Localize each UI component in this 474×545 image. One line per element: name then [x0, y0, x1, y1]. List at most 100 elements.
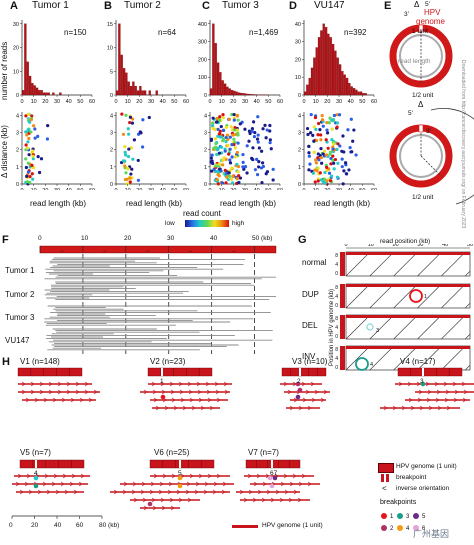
scatter-point — [312, 150, 316, 154]
scatter-point — [132, 138, 137, 142]
hist-bar — [237, 92, 241, 96]
scatter-point — [124, 171, 128, 175]
h-read-arrow — [171, 473, 176, 479]
scatter-point — [211, 126, 215, 131]
scatter-x-tick-label: 20 — [42, 188, 48, 190]
scatter-plots: 010203040506001234 010203040506001234 01… — [16, 112, 377, 190]
scatter-point — [221, 116, 225, 120]
v6-bp-num: 5 — [178, 470, 182, 477]
hist-bar — [212, 23, 215, 96]
h-read-arrow — [256, 473, 261, 479]
legend-bp-dot — [381, 513, 387, 519]
h-read-arrow — [142, 497, 147, 503]
scatter-point — [256, 133, 260, 137]
h-read-arrow — [153, 397, 158, 403]
h-read-arrow — [310, 381, 315, 387]
hist-bar — [24, 23, 27, 96]
h-read-arrow — [463, 389, 468, 395]
hist-x-tick-label: 50 — [77, 99, 83, 105]
hist-bar — [33, 85, 36, 96]
scatter-y-tick-label: 3 — [204, 131, 207, 137]
h-breakpoint-dot — [33, 475, 39, 481]
g-top-strip — [346, 346, 470, 349]
hist-bar — [127, 81, 130, 96]
h-read-arrow — [17, 473, 22, 479]
scatter-point — [37, 170, 42, 175]
scatter-point — [223, 149, 227, 153]
h-read-arrow — [66, 389, 71, 395]
scatter-point — [217, 132, 221, 136]
hist-bar — [40, 90, 43, 96]
hist-bar — [26, 61, 29, 96]
scatter-point — [124, 113, 128, 117]
hist-bar — [313, 57, 316, 96]
h-read-arrow — [61, 397, 66, 403]
g-y-tick-label: 4 — [335, 294, 338, 300]
h-read-arrow — [30, 389, 35, 395]
h-read-arrow — [153, 473, 158, 479]
g-row-dup: DUP — [302, 290, 319, 299]
h-read-arrow — [132, 481, 137, 487]
h-read-arrow — [293, 489, 298, 495]
scatter-point — [248, 131, 252, 136]
scatter-point — [214, 141, 218, 146]
h-read-arrow — [307, 405, 312, 411]
scatter-point — [141, 145, 145, 149]
scatter-point — [307, 144, 311, 148]
h-read-arrow — [198, 473, 203, 479]
legend-hpv-bottom: HPV genome (1 unit) — [262, 522, 323, 529]
h-read-arrow — [69, 481, 74, 487]
scatter-point — [26, 112, 31, 116]
h-read-arrow — [73, 489, 78, 495]
scatter-point — [349, 117, 353, 121]
h-breakpoint-dot — [177, 483, 183, 489]
scatter-point — [268, 129, 272, 133]
hist-bar — [115, 90, 119, 96]
hist-x-tick-label: 10 — [125, 99, 131, 105]
h-read-arrow — [62, 473, 67, 479]
g-dup-marker-label: 1 — [424, 294, 427, 300]
h-read-arrow — [149, 489, 154, 495]
h-read-arrow — [200, 405, 205, 411]
scatter-point — [256, 115, 260, 119]
scatter-point — [307, 168, 311, 172]
hist-bar — [122, 68, 126, 96]
scatter-point — [30, 114, 34, 118]
h-read-arrow — [43, 397, 48, 403]
legend-hpv-swatch — [378, 463, 394, 473]
g-diagonal — [393, 314, 418, 340]
h-read-arrow — [80, 473, 85, 479]
scatter-point — [260, 180, 264, 185]
scatter-x-tick-label: 10 — [313, 188, 319, 190]
variant-v4: V4 (n=17) — [400, 357, 436, 366]
scatter-point — [344, 172, 349, 176]
h-read-arrow — [427, 389, 432, 395]
g-top-tick-label: 0 — [344, 244, 347, 248]
legend-bp-label: 1 — [390, 514, 394, 520]
scatter-point — [319, 133, 323, 137]
scatter-point — [308, 131, 313, 135]
scatter-point — [352, 128, 356, 132]
h-read-arrow — [216, 473, 221, 479]
h-read-arrow — [320, 397, 325, 403]
scatter-point — [209, 138, 213, 143]
h-read-arrow — [298, 481, 303, 487]
hist-x-tick-label: 30 — [148, 99, 154, 105]
scatter-point — [342, 169, 346, 173]
scatter-point — [255, 157, 259, 162]
scatter-point — [228, 147, 232, 151]
scatter-point — [238, 176, 243, 180]
g-top-tick-label: 30 — [417, 244, 423, 248]
h-read-arrow — [221, 489, 226, 495]
scatter-x-tick-label: 20 — [324, 188, 330, 190]
scatter-point — [255, 137, 260, 141]
f-tick-10: 10 — [81, 235, 89, 242]
g-diagonal — [441, 314, 466, 340]
scatter-point — [331, 147, 335, 151]
tumor2-title: Tumor 2 — [124, 0, 161, 11]
legend-hpv-unit: HPV genome (1 unit) — [396, 463, 457, 470]
h-read-arrow — [204, 481, 209, 487]
h-breakpoint — [161, 368, 163, 376]
scatter-x-tick-label: 60 — [371, 188, 377, 190]
f-track-arrow: → — [101, 248, 107, 254]
